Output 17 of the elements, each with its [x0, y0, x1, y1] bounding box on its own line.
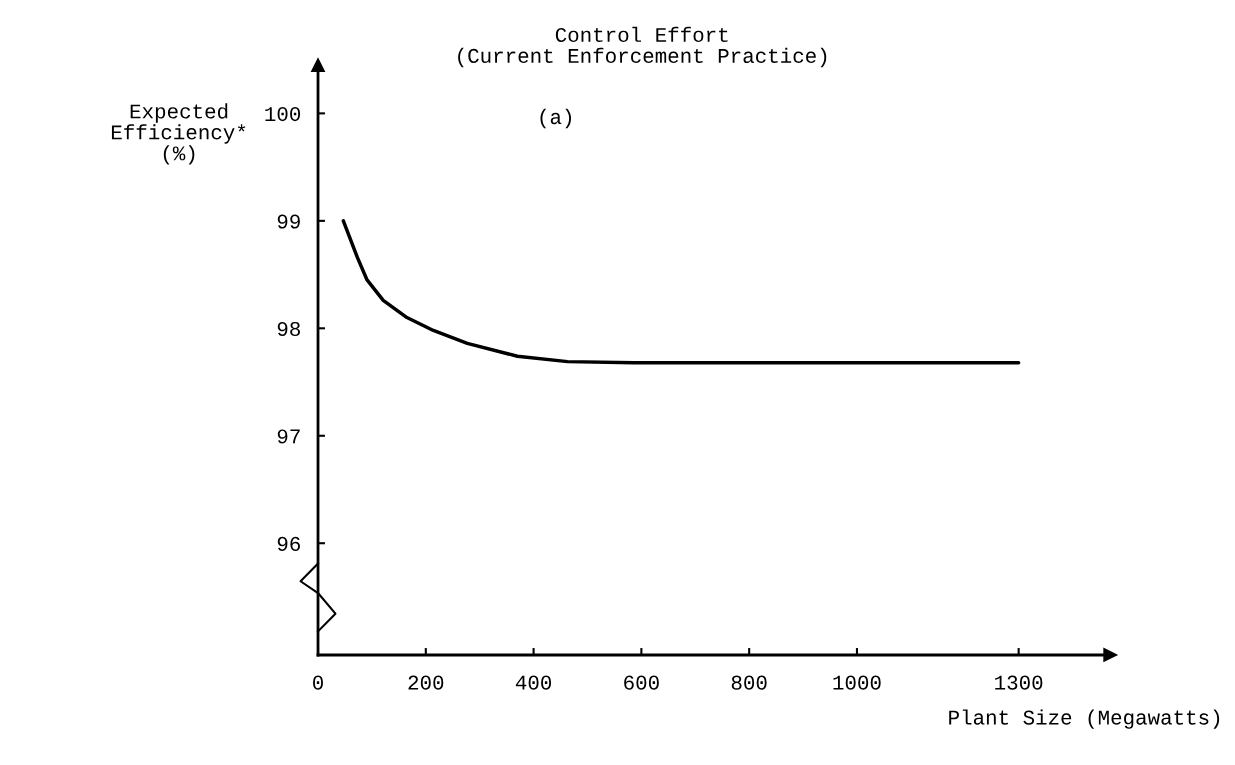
x-tick-label: 400 — [515, 675, 552, 690]
x-tick-label: 800 — [731, 675, 767, 690]
x-axis-title: Plant Size (Megawatts) — [949, 709, 1220, 729]
y-tick-label: 99 — [277, 214, 300, 229]
y-tick-label: 98 — [277, 321, 300, 337]
annotation: (a) — [540, 108, 571, 129]
y-tick-label: 96 — [277, 536, 300, 551]
y-tick-label: 100 — [265, 107, 301, 122]
x-tick-label: 1300 — [995, 675, 1043, 690]
x-tick-label: 0 — [313, 675, 323, 690]
line-series — [341, 219, 1021, 365]
x-tick-label: 200 — [408, 675, 444, 690]
x-tick-label: 600 — [624, 675, 659, 690]
x-tick-label: 1000 — [833, 675, 881, 690]
y-tick-label: 97 — [277, 429, 300, 444]
y-axis-title: Expected Efficiency* (%) — [111, 103, 246, 165]
chart-title: Control Effort (Current Enforcement Practice) — [458, 26, 827, 68]
